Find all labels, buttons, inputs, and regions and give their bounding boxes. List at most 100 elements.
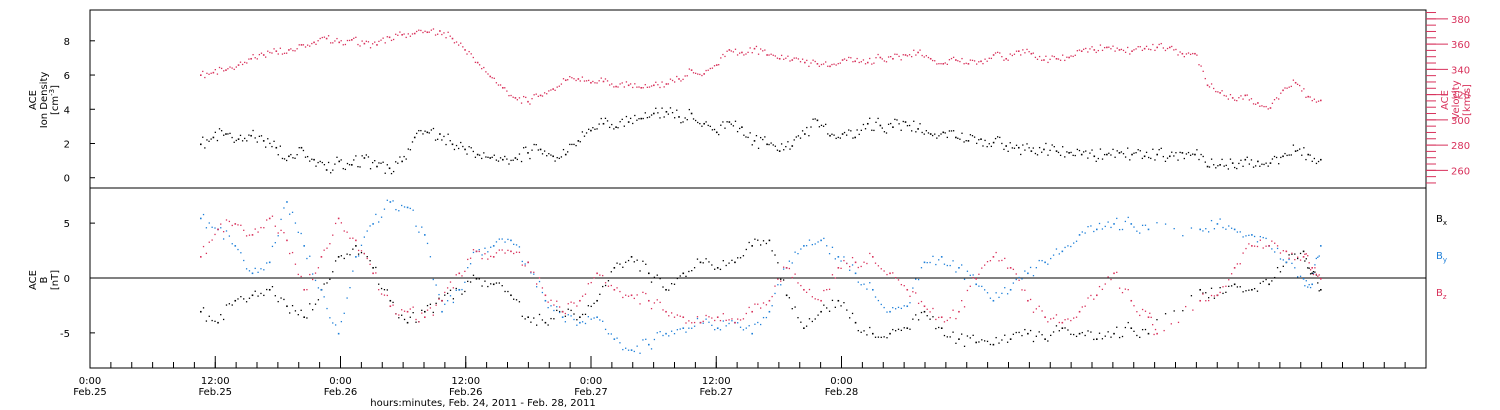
field-point-bx [1081,331,1083,334]
field-point-bx [1084,334,1086,337]
field-point-by [1210,219,1213,222]
field-point-by [237,248,239,251]
field-point-bz [903,285,905,287]
density-point [934,133,936,135]
field-point-bz [1170,323,1172,325]
field-point-bz [1052,317,1055,319]
field-point-bx [920,311,923,314]
velocity-point [380,39,382,41]
density-point [531,149,533,151]
field-point-bx [271,285,274,288]
field-point-bx [670,283,673,285]
velocity-point [799,61,802,63]
field-point-by [1190,227,1193,229]
field-point-bz [510,250,512,253]
field-point-bz [823,289,825,292]
field-point-by [579,321,581,324]
field-point-bz [1136,311,1138,313]
density-point [1307,153,1310,156]
velocity-point [535,93,537,95]
velocity-point [894,53,896,55]
field-point-bx [211,319,213,322]
field-point-bz [228,220,231,223]
velocity-point [567,79,569,81]
field-point-bz [521,264,523,266]
velocity-point [313,41,315,44]
velocity-point [829,65,831,68]
density-point [808,135,810,137]
field-point-bz [619,290,621,293]
field-point-by [1320,245,1322,247]
field-point-bz [208,241,210,243]
field-point-by [742,329,745,331]
velocity-point [1240,95,1242,97]
velocity-point [1009,53,1011,55]
field-point-bx [791,308,793,310]
field-point-by [1087,226,1089,228]
field-point-by [234,245,237,247]
velocity-point [657,84,659,86]
field-point-bz [1038,305,1040,307]
density-point [522,147,525,149]
velocity-point [866,61,869,64]
density-point [567,151,569,153]
velocity-point [688,68,690,70]
density-point [537,149,539,151]
field-point-bz [513,252,515,255]
field-point-bz [561,310,564,313]
field-point-bz [260,226,262,229]
velocity-point [659,86,661,89]
field-point-bx [317,299,320,301]
field-point-bx [406,321,409,324]
field-point-by [518,246,521,248]
field-point-bx [501,285,503,287]
field-point-bx [622,266,624,268]
field-point-bz [573,302,575,304]
velocity-point [825,61,827,63]
top-panel-frame [89,9,1427,189]
field-point-bx [866,334,868,336]
field-point-bx [380,287,383,290]
field-point-bx [1113,332,1115,335]
density-point [810,126,812,128]
field-point-bx [1141,328,1144,331]
field-point-bx [1274,276,1276,279]
density-point [1200,153,1202,156]
field-point-by [872,288,874,291]
field-point-by [886,311,888,313]
density-point [395,161,397,163]
velocity-point [1116,47,1118,49]
density-point [1208,166,1211,168]
velocity-point [619,83,621,85]
field-point-bz [1208,299,1210,302]
velocity-point [1280,92,1282,94]
field-point-by [441,310,443,313]
field-point-bz [380,293,383,295]
density-point [363,157,366,159]
field-point-bz [581,295,584,297]
field-point-by [909,302,911,304]
field-point-bz [277,232,279,234]
velocity-point [1313,98,1316,100]
density-point [632,122,634,125]
density-point [1013,147,1016,149]
field-point-bx [737,257,739,259]
field-point-bz [679,315,681,317]
velocity-point [1036,58,1039,60]
field-point-bz [1268,245,1270,247]
velocity-point [1051,55,1053,57]
field-point-bx [1121,335,1124,338]
density-point [546,155,548,157]
field-point-bz [403,310,406,312]
density-point [1139,150,1141,152]
field-point-by [685,331,687,333]
density-point [237,138,240,140]
top-left-tick-label: 8 [64,37,70,48]
field-point-bz [271,215,274,217]
field-point-by [1239,231,1241,233]
density-point [1303,147,1305,149]
field-point-by [981,285,983,288]
density-point [1240,159,1242,161]
field-point-bz [917,302,920,305]
density-point [235,139,237,142]
